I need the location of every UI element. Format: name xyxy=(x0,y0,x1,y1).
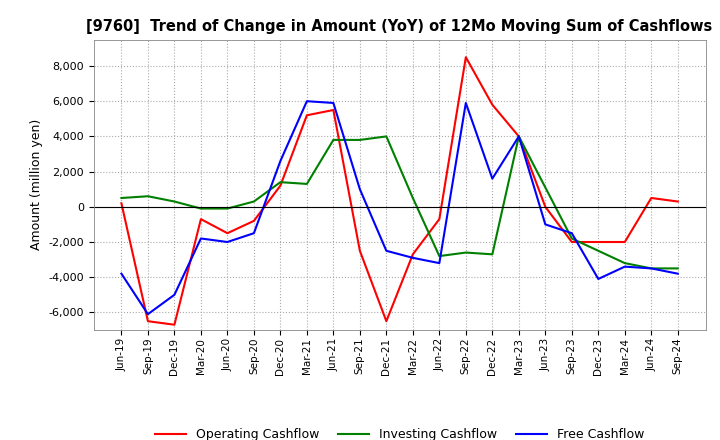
Free Cashflow xyxy=(223,239,232,245)
Investing Cashflow xyxy=(647,266,656,271)
Operating Cashflow xyxy=(382,319,391,324)
Line: Investing Cashflow: Investing Cashflow xyxy=(122,136,678,268)
Free Cashflow xyxy=(382,248,391,253)
Operating Cashflow xyxy=(250,218,258,224)
Free Cashflow xyxy=(488,176,497,181)
Operating Cashflow xyxy=(673,199,682,204)
Operating Cashflow xyxy=(462,55,470,60)
Investing Cashflow xyxy=(594,248,603,253)
Investing Cashflow xyxy=(515,134,523,139)
Operating Cashflow xyxy=(515,134,523,139)
Operating Cashflow xyxy=(356,248,364,253)
Investing Cashflow xyxy=(170,199,179,204)
Operating Cashflow xyxy=(435,216,444,222)
Free Cashflow xyxy=(541,222,549,227)
Line: Free Cashflow: Free Cashflow xyxy=(122,101,678,314)
Investing Cashflow xyxy=(302,181,311,187)
Operating Cashflow xyxy=(117,201,126,206)
Legend: Operating Cashflow, Investing Cashflow, Free Cashflow: Operating Cashflow, Investing Cashflow, … xyxy=(150,423,649,440)
Free Cashflow xyxy=(329,100,338,106)
Free Cashflow xyxy=(594,276,603,282)
Operating Cashflow xyxy=(647,195,656,201)
Operating Cashflow xyxy=(408,252,417,257)
Free Cashflow xyxy=(435,260,444,266)
Investing Cashflow xyxy=(276,180,284,185)
Operating Cashflow xyxy=(223,231,232,236)
Investing Cashflow xyxy=(435,253,444,259)
Operating Cashflow xyxy=(329,107,338,113)
Operating Cashflow xyxy=(143,319,152,324)
Investing Cashflow xyxy=(673,266,682,271)
Investing Cashflow xyxy=(143,194,152,199)
Free Cashflow xyxy=(621,264,629,269)
Free Cashflow xyxy=(408,255,417,260)
Title: [9760]  Trend of Change in Amount (YoY) of 12Mo Moving Sum of Cashflows: [9760] Trend of Change in Amount (YoY) o… xyxy=(86,19,713,34)
Investing Cashflow xyxy=(462,250,470,255)
Free Cashflow xyxy=(673,271,682,276)
Operating Cashflow xyxy=(302,113,311,118)
Investing Cashflow xyxy=(329,137,338,143)
Line: Operating Cashflow: Operating Cashflow xyxy=(122,57,678,325)
Investing Cashflow xyxy=(488,252,497,257)
Free Cashflow xyxy=(276,158,284,164)
Operating Cashflow xyxy=(276,183,284,188)
Operating Cashflow xyxy=(594,239,603,245)
Investing Cashflow xyxy=(621,260,629,266)
Investing Cashflow xyxy=(223,206,232,211)
Free Cashflow xyxy=(515,134,523,139)
Operating Cashflow xyxy=(488,102,497,107)
Free Cashflow xyxy=(462,100,470,106)
Operating Cashflow xyxy=(621,239,629,245)
Investing Cashflow xyxy=(541,185,549,190)
Y-axis label: Amount (million yen): Amount (million yen) xyxy=(30,119,42,250)
Free Cashflow xyxy=(356,187,364,192)
Investing Cashflow xyxy=(197,206,205,211)
Investing Cashflow xyxy=(567,236,576,241)
Operating Cashflow xyxy=(170,322,179,327)
Free Cashflow xyxy=(117,271,126,276)
Free Cashflow xyxy=(647,266,656,271)
Investing Cashflow xyxy=(408,195,417,201)
Free Cashflow xyxy=(302,99,311,104)
Operating Cashflow xyxy=(197,216,205,222)
Free Cashflow xyxy=(143,312,152,317)
Operating Cashflow xyxy=(541,204,549,209)
Free Cashflow xyxy=(197,236,205,241)
Investing Cashflow xyxy=(356,137,364,143)
Investing Cashflow xyxy=(117,195,126,201)
Operating Cashflow xyxy=(567,239,576,245)
Investing Cashflow xyxy=(250,199,258,204)
Investing Cashflow xyxy=(382,134,391,139)
Free Cashflow xyxy=(567,231,576,236)
Free Cashflow xyxy=(170,292,179,297)
Free Cashflow xyxy=(250,231,258,236)
